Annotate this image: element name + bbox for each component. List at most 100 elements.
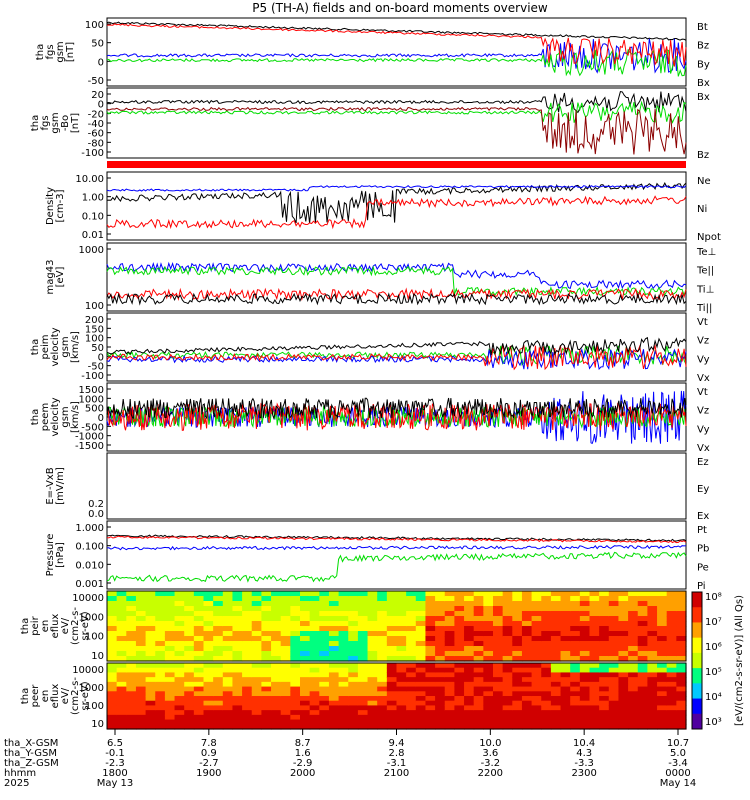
spectrogram-cell [271,591,282,597]
spectrogram-cell [406,601,417,607]
spectrogram-cell [261,705,272,711]
spectrogram-cell [570,677,581,683]
spectrogram-cell [618,663,629,669]
spectrogram-cell [377,636,388,642]
ylabel-line: sr-eV) [80,681,91,710]
y-tick-label: 20 [91,90,104,101]
spectrogram-cell [386,705,398,711]
spectrogram-cell [338,646,349,652]
spectrogram-cell [454,616,465,622]
spectrogram-cell [328,651,340,657]
spectrogram-cell [107,626,118,632]
spectrogram-cell [435,591,446,597]
spectrogram-cell [406,667,417,674]
spectrogram-cell [328,601,340,607]
spectrogram-cell [107,667,118,674]
spectrogram-cell [328,719,340,725]
legend-ni: Ni [697,204,707,215]
spectrogram-cell [174,700,185,707]
spectrogram-cell [531,616,542,622]
spectrogram-cell [193,681,205,688]
spectrogram-cell [618,672,629,678]
spectrogram-cell [435,656,446,662]
spectrogram-cell [618,714,629,721]
colorbar-segment [692,607,702,623]
spectrogram-cell [232,672,243,678]
spectrogram-cell [271,719,282,725]
spectrogram-cell [222,696,234,702]
spectrogram-cell [174,686,185,692]
spectrogram-cell [396,596,407,602]
spectrogram-cell [493,631,504,637]
spectrogram-cell [300,591,311,597]
xaxis-value: 2300 [571,768,596,779]
spectrogram-cell [579,636,591,642]
spectrogram-cell [464,696,475,702]
spectrogram-cell [193,651,205,657]
spectrogram-cell [184,686,195,692]
spectrogram-cell [454,641,465,647]
spectrogram-cell [608,611,620,617]
colorbar-frame [691,591,703,730]
spectrogram-cell [502,667,513,674]
spectrogram-cell [502,663,513,669]
spectrogram-cell [290,710,301,716]
spectrogram-cell [145,667,156,674]
ylabel-line: en [40,620,51,633]
spectrogram-cell [367,724,378,730]
spectrogram-cell [232,681,243,688]
spectrogram-cell [280,646,291,652]
spectrogram-cell [415,591,427,597]
spectrogram-cell [444,672,455,678]
spectrogram-cell [502,606,513,612]
spectrogram-cell [464,616,475,622]
spectrogram-cell [647,705,658,711]
spectrogram-cell [550,631,562,637]
y-tick-label: 1500 [79,385,104,396]
spectrogram-cell [222,700,234,707]
spectrogram-cell [357,626,369,632]
spectrogram-cell [116,672,127,678]
y-tick-label: -1000 [75,432,104,443]
spectrogram-cell [184,656,195,662]
spectrogram-cell [464,606,475,612]
spectrogram-cell [579,601,591,607]
y-tick-label: -40 [88,119,104,130]
spectrogram-cell [666,591,677,597]
spectrogram-cell [135,611,147,617]
spectrogram-cell [126,705,137,711]
spectrogram-cell [637,714,648,721]
spectrogram-cell [512,667,523,674]
spectrogram-cell [107,714,118,721]
panel-frame [106,590,687,662]
spectrogram-cell [328,663,340,669]
series-bz [106,23,687,67]
spectrogram-cell [406,631,417,637]
spectrogram-cell [319,710,330,716]
legend-vy: Vy [697,424,710,435]
spectrogram-cell [213,663,224,669]
spectrogram-cell [338,616,349,622]
spectrogram-cell [579,596,591,602]
spectrogram-cell [657,710,668,716]
spectrogram-cell [357,677,369,683]
ylabel-line: [nT] [70,113,81,133]
spectrogram-cell [589,606,600,612]
spectrogram-cell [464,710,475,716]
spectrogram-cell [493,691,504,697]
spectrogram-cell [280,651,291,657]
spectrogram-cell [406,700,417,707]
spectrogram-cell [164,616,176,622]
spectrogram-cell [261,601,272,607]
spectrogram-cell [116,636,127,642]
spectrogram-cell [676,691,687,697]
spectrogram-cell [589,696,600,702]
spectrogram-cell [338,626,349,632]
y-tick-label: 50 [91,343,104,354]
spectrogram-cell [107,691,118,697]
spectrogram-cell [473,636,484,642]
spectrogram-cell [348,686,359,692]
spectrogram-cell [531,621,542,627]
spectrogram-cell [280,672,291,678]
spectrogram-cell [560,696,571,702]
